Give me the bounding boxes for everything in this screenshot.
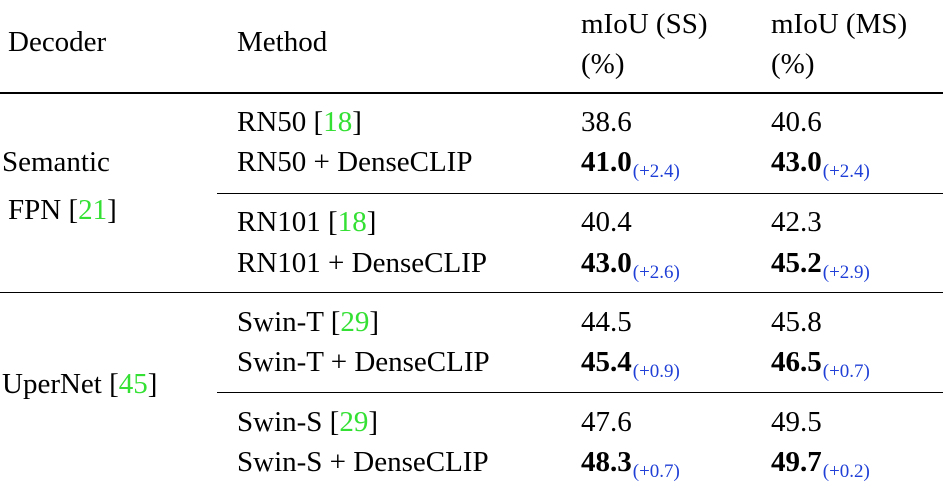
ms-delta: (+2.9) xyxy=(822,262,870,283)
header-decoder: Decoder xyxy=(8,26,107,58)
citation-link[interactable]: 29 xyxy=(340,306,370,338)
header-miou-ss: mIoU (SS) xyxy=(581,8,708,40)
ss-delta: (+0.7) xyxy=(632,461,680,482)
decoder-semantic-fpn-line1: Semantic xyxy=(2,146,110,178)
ss-swin-s: 47.6 xyxy=(581,406,632,438)
citation-link[interactable]: 18 xyxy=(337,206,367,238)
ss-delta: (+0.9) xyxy=(632,361,680,382)
citation-link[interactable]: 29 xyxy=(339,406,369,438)
ss-rn50: 38.6 xyxy=(581,106,632,138)
header-miou-ms-unit: (%) xyxy=(771,48,815,80)
header-miou-ss-unit: (%) xyxy=(581,48,625,80)
method-swin-t: Swin-T [29] xyxy=(237,306,380,338)
ss-delta: (+2.4) xyxy=(632,161,680,182)
ms-rn101-denseclip: 45.2(+2.9) xyxy=(771,247,870,283)
method-swin-t-denseclip: Swin-T + DenseCLIP xyxy=(237,346,490,378)
method-rn50-denseclip: RN50 + DenseCLIP xyxy=(237,146,473,178)
ms-swin-t-denseclip: 46.5(+0.7) xyxy=(771,346,870,382)
decoder-semantic-fpn-line2: FPN [21] xyxy=(8,194,117,226)
header-rule xyxy=(0,92,943,94)
ms-rn50: 40.6 xyxy=(771,106,822,138)
ms-rn101: 42.3 xyxy=(771,206,822,238)
method-rn101: RN101 [18] xyxy=(237,206,377,238)
ms-delta: (+0.7) xyxy=(822,361,870,382)
ms-swin-s: 49.5 xyxy=(771,406,822,438)
ms-swin-s-denseclip: 49.7(+0.2) xyxy=(771,446,870,482)
ms-delta: (+0.2) xyxy=(822,461,870,482)
group-rule xyxy=(0,292,943,293)
ss-swin-s-denseclip: 48.3(+0.7) xyxy=(581,446,680,482)
decoder-upernet: UperNet [45] xyxy=(2,368,158,400)
ss-delta: (+2.6) xyxy=(632,262,680,283)
citation-link[interactable]: 21 xyxy=(78,194,108,226)
ss-swin-t-denseclip: 45.4(+0.9) xyxy=(581,346,680,382)
ss-rn50-denseclip: 41.0(+2.4) xyxy=(581,146,680,182)
method-rn101-denseclip: RN101 + DenseCLIP xyxy=(237,247,487,279)
ss-rn101: 40.4 xyxy=(581,206,632,238)
block-rule xyxy=(217,193,943,194)
ms-delta: (+2.4) xyxy=(822,161,870,182)
citation-link[interactable]: 18 xyxy=(323,106,353,138)
header-method: Method xyxy=(237,26,328,58)
method-swin-s: Swin-S [29] xyxy=(237,406,378,438)
method-swin-s-denseclip: Swin-S + DenseCLIP xyxy=(237,446,489,478)
citation-link[interactable]: 45 xyxy=(118,368,148,400)
ss-swin-t: 44.5 xyxy=(581,306,632,338)
method-rn50: RN50 [18] xyxy=(237,106,362,138)
block-rule xyxy=(217,392,943,393)
ms-swin-t: 45.8 xyxy=(771,306,822,338)
header-miou-ms: mIoU (MS) xyxy=(771,8,908,40)
ms-rn50-denseclip: 43.0(+2.4) xyxy=(771,146,870,182)
ss-rn101-denseclip: 43.0(+2.6) xyxy=(581,247,680,283)
